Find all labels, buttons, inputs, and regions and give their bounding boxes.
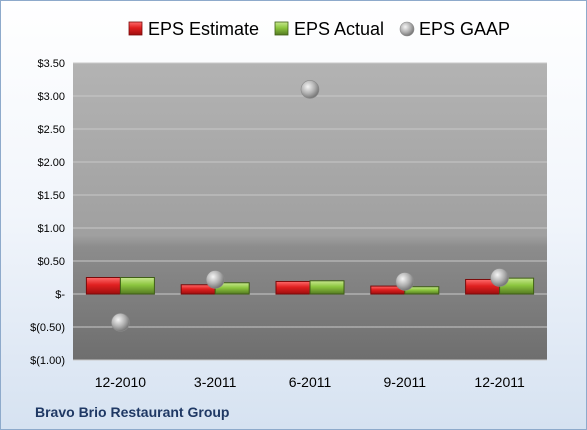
bars xyxy=(85,277,535,295)
gridlines xyxy=(73,62,547,361)
bar-eps-actual xyxy=(119,277,155,295)
x-category-label: 6-2011 xyxy=(289,374,332,390)
y-tick-label: $2.00 xyxy=(37,157,65,169)
point-eps-gaap xyxy=(490,268,509,287)
y-tick-label: $(0.50) xyxy=(30,322,65,334)
x-category-label: 12-2011 xyxy=(474,374,525,390)
company-name: Bravo Brio Restaurant Group xyxy=(35,404,229,420)
y-tick-label: $3.00 xyxy=(37,91,65,103)
plot-area xyxy=(73,63,547,360)
x-category-label: 12-2010 xyxy=(95,374,147,390)
bar-eps-estimate xyxy=(275,280,311,295)
legend: EPS Estimate EPS Actual EPS GAAP xyxy=(128,19,510,39)
bar-eps-estimate xyxy=(85,277,121,295)
legend-swatch xyxy=(128,21,143,36)
point-eps-gaap xyxy=(205,270,225,289)
y-tick-label: $2.50 xyxy=(37,124,65,136)
y-tick-label: $3.50 xyxy=(37,58,65,70)
y-tick-label: $(1.00) xyxy=(30,355,65,367)
point-eps-gaap xyxy=(300,80,320,99)
legend-label: EPS Actual xyxy=(294,19,384,39)
gaap-points xyxy=(111,80,509,332)
y-axis: $3.50 $3.00 $2.50 $2.00 $1.50 $1.00 $0.50 $- $(0… xyxy=(30,58,65,367)
x-category-label: 3-2011 xyxy=(194,374,237,390)
legend-label: EPS GAAP xyxy=(419,19,510,39)
point-eps-gaap xyxy=(111,313,130,332)
legend-label: EPS Estimate xyxy=(148,19,259,39)
y-tick-label: $- xyxy=(55,289,65,301)
x-category-label: 9-2011 xyxy=(384,374,427,390)
x-axis: 12-2010 3-2011 6-2011 9-2011 12-2011 xyxy=(95,374,525,390)
legend-swatch xyxy=(274,21,289,36)
y-tick-label: $0.50 xyxy=(37,256,65,268)
legend-swatch xyxy=(399,21,415,37)
y-tick-label: $1.00 xyxy=(37,223,65,235)
y-tick-label: $1.50 xyxy=(37,190,65,202)
point-eps-gaap xyxy=(395,272,415,291)
bar-eps-actual xyxy=(309,280,345,295)
